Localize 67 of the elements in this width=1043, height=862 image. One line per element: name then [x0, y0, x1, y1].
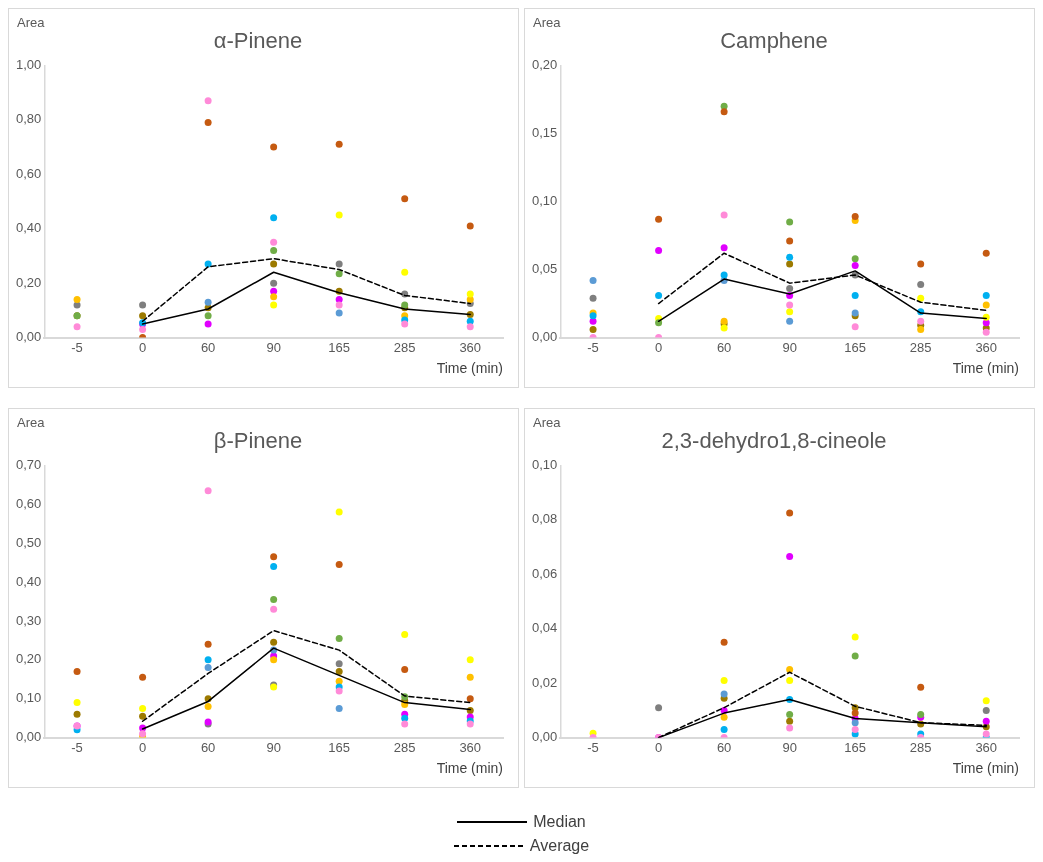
- y-tick-label: 0,10: [15, 690, 42, 706]
- chart-title: 2,3-dehydro1,8-cineole: [661, 428, 887, 454]
- y-tick-label: 0,05: [531, 261, 558, 277]
- y-axis-title: Area: [533, 15, 562, 31]
- y-tick-label: 0,20: [15, 274, 42, 290]
- x-tick-label: 165: [844, 739, 867, 755]
- y-tick-label: 0,10: [531, 456, 558, 472]
- x-tick-label: -5: [71, 339, 83, 355]
- x-tick-label: 165: [844, 339, 867, 355]
- y-tick-label: 0,02: [531, 674, 558, 690]
- x-tick-label: 360: [975, 339, 998, 355]
- y-tick-label: 1,00: [15, 56, 42, 72]
- x-tick-label: -5: [71, 739, 83, 755]
- x-axis-title: Time (min): [952, 760, 1019, 777]
- y-tick-label: 0,20: [15, 651, 42, 667]
- x-tick-label: -5: [587, 739, 599, 755]
- chart-title: β-Pinene: [213, 428, 303, 454]
- x-tick-label: 165: [328, 739, 351, 755]
- y-tick-label: 0,40: [15, 573, 42, 589]
- legend-label: Median: [533, 813, 586, 831]
- legend-label: Average: [529, 837, 590, 855]
- y-tick-label: 0,06: [531, 565, 558, 581]
- x-axis-title: Time (min): [436, 760, 503, 777]
- y-axis-title: Area: [533, 415, 562, 431]
- y-tick-label: 0,40: [15, 220, 42, 236]
- x-tick-label: 90: [782, 339, 797, 355]
- x-tick-label: 60: [200, 739, 216, 755]
- y-tick-label: 0,00: [15, 329, 42, 345]
- x-axis-title: Time (min): [436, 360, 503, 377]
- x-tick-label: 0: [654, 339, 663, 355]
- chart-title: α-Pinene: [213, 28, 303, 54]
- x-tick-label: 0: [138, 339, 147, 355]
- x-tick-label: 285: [393, 739, 416, 755]
- x-tick-label: 285: [393, 339, 416, 355]
- y-tick-label: 0,80: [15, 111, 42, 127]
- x-tick-label: 90: [782, 739, 797, 755]
- y-axis-title: Area: [17, 415, 46, 431]
- y-tick-label: 0,60: [15, 165, 42, 181]
- y-tick-label: 0,00: [531, 329, 558, 345]
- chart-title: Camphene: [720, 28, 828, 54]
- x-tick-label: 360: [975, 739, 998, 755]
- x-tick-label: 90: [266, 339, 281, 355]
- y-tick-label: 0,00: [15, 729, 42, 745]
- x-tick-label: 0: [654, 739, 663, 755]
- x-tick-label: 60: [200, 339, 216, 355]
- y-tick-label: 0,20: [531, 56, 558, 72]
- x-tick-label: 90: [266, 739, 281, 755]
- x-tick-label: 285: [909, 739, 932, 755]
- y-tick-label: 0,60: [15, 495, 42, 511]
- y-tick-label: 0,30: [15, 612, 42, 628]
- y-tick-label: 0,10: [531, 193, 558, 209]
- y-tick-label: 0,70: [15, 456, 42, 472]
- y-tick-label: 0,00: [531, 729, 558, 745]
- x-tick-label: 60: [716, 339, 732, 355]
- y-tick-label: 0,50: [15, 534, 42, 550]
- y-tick-label: 0,15: [531, 125, 558, 141]
- x-tick-label: 285: [909, 339, 932, 355]
- x-tick-label: 360: [459, 339, 482, 355]
- x-tick-label: 0: [138, 739, 147, 755]
- x-tick-label: 60: [716, 739, 732, 755]
- y-tick-label: 0,08: [531, 511, 558, 527]
- x-tick-label: 165: [328, 339, 351, 355]
- y-axis-title: Area: [17, 15, 46, 31]
- x-axis-title: Time (min): [952, 360, 1019, 377]
- y-tick-label: 0,04: [531, 620, 558, 636]
- x-tick-label: 360: [459, 739, 482, 755]
- x-tick-label: -5: [587, 339, 599, 355]
